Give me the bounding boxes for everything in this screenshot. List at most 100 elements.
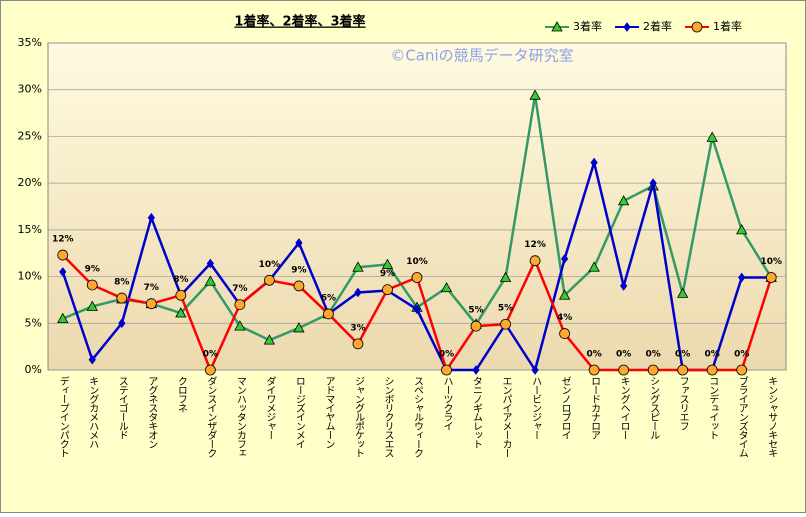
x-tick-label: スペシャルウィーク	[412, 376, 424, 458]
marker	[499, 271, 512, 282]
x-tick-label: ステイゴールド	[116, 376, 128, 439]
x-tick-label: キングヘイロー	[618, 376, 630, 439]
x-tick-label: タニノギムレット	[471, 376, 483, 448]
marker	[558, 289, 571, 300]
x-tick-label: ダンスインザダーク	[205, 376, 217, 458]
marker	[441, 364, 452, 376]
chart-title: 1着率、2着率、3着率	[234, 14, 365, 30]
legend-label: 1着率	[713, 19, 742, 33]
legend-marker	[623, 22, 631, 32]
marker	[560, 253, 569, 264]
marker	[590, 157, 598, 168]
marker	[647, 364, 659, 376]
marker	[413, 304, 421, 315]
marker	[175, 289, 187, 301]
marker	[470, 320, 482, 332]
data-label: 3%	[350, 323, 365, 333]
marker	[293, 280, 305, 292]
marker	[295, 238, 303, 248]
marker	[263, 274, 275, 286]
data-label: 10%	[259, 260, 281, 270]
marker	[620, 281, 628, 291]
data-label: 0%	[705, 350, 720, 360]
marker	[736, 224, 748, 235]
marker	[559, 328, 570, 339]
marker	[59, 267, 67, 277]
marker	[204, 364, 216, 376]
x-tick-label: キングカメハメハ	[87, 376, 99, 448]
marker	[118, 318, 126, 329]
data-label: 5%	[468, 306, 483, 316]
marker	[617, 195, 630, 206]
marker	[234, 299, 246, 311]
data-label: 10%	[760, 257, 782, 267]
marker	[204, 275, 217, 286]
x-tick-label: ファスリエフ	[677, 376, 689, 431]
x-tick-label: アドマイヤムーン	[323, 376, 335, 448]
x-tick-label: ハーツクライ	[441, 376, 453, 430]
marker	[531, 365, 539, 375]
x-tick-label: キンシャサノキセキ	[766, 376, 778, 458]
marker	[706, 131, 718, 142]
x-tick-label: マンハッタンカフェ	[234, 376, 246, 457]
marker	[234, 320, 246, 331]
marker	[736, 364, 748, 376]
x-tick-label: ハービンジャー	[530, 376, 542, 439]
x-tick-label: ブライアンズタイム	[736, 375, 748, 458]
marker	[618, 364, 630, 376]
legend-label: 3着率	[573, 19, 602, 33]
data-label: 7%	[232, 284, 247, 294]
x-tick-label: クロフネ	[175, 376, 187, 413]
marker	[440, 281, 453, 293]
marker	[86, 279, 98, 291]
data-label: 0%	[203, 350, 218, 360]
x-tick-label: ジャングルポケット	[352, 376, 364, 457]
marker	[706, 364, 718, 376]
data-label: 8%	[173, 275, 188, 285]
marker	[147, 212, 155, 223]
y-tick-label: 5%	[25, 316, 42, 329]
marker	[145, 298, 157, 310]
data-label: 8%	[114, 278, 129, 288]
data-label: 0%	[439, 350, 454, 360]
x-tick-label: ディープインパクト	[57, 375, 69, 457]
marker	[263, 334, 276, 345]
x-tick-label: シンボリクリスエス	[382, 376, 394, 458]
data-label: 9%	[85, 264, 100, 274]
marker	[175, 307, 187, 318]
marker	[57, 312, 69, 324]
data-label: 10%	[406, 257, 428, 267]
data-label: 4%	[557, 313, 572, 323]
marker	[472, 365, 480, 375]
watermark: ©Caniの競馬データ研究室	[390, 47, 573, 65]
plot-area	[47, 42, 787, 371]
marker	[354, 287, 362, 298]
marker	[677, 364, 689, 376]
data-label: 12%	[524, 240, 546, 250]
legend-marker	[551, 21, 563, 32]
y-tick-label: 0%	[25, 363, 42, 376]
data-label: 0%	[675, 350, 690, 360]
marker	[293, 322, 305, 333]
marker	[352, 261, 364, 272]
data-label: 7%	[144, 283, 159, 293]
marker	[738, 272, 746, 283]
data-label: 12%	[52, 235, 74, 245]
data-label: 5%	[498, 304, 513, 314]
marker	[116, 292, 128, 304]
x-tick-label: ロージズインメイ	[293, 376, 305, 448]
legend-marker	[691, 21, 703, 33]
marker	[352, 338, 364, 350]
marker	[588, 261, 600, 272]
marker	[529, 89, 541, 100]
y-tick-label: 20%	[18, 176, 42, 189]
marker	[88, 354, 96, 365]
y-tick-label: 25%	[18, 129, 42, 142]
y-tick-label: 10%	[18, 270, 42, 283]
x-tick-label: ロードカナロア	[589, 376, 600, 440]
data-label: 0%	[646, 350, 661, 360]
x-tick-label: シングスピール	[648, 376, 660, 439]
marker	[529, 255, 541, 267]
marker	[57, 249, 69, 261]
